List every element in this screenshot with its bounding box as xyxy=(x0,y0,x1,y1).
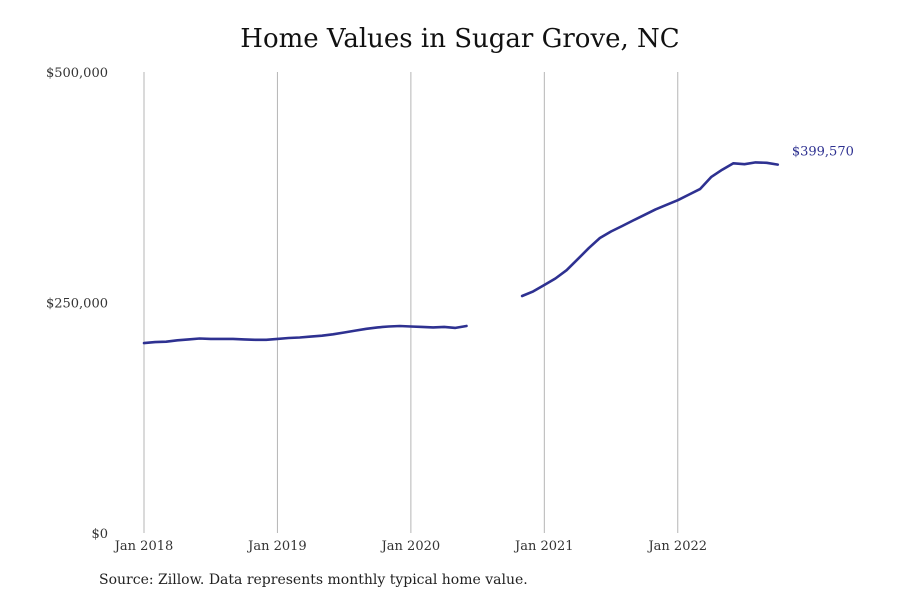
x-tick-label: Jan 2018 xyxy=(113,539,174,554)
gridlines xyxy=(143,72,679,533)
series-lines xyxy=(142,161,780,345)
data-labels: $399,570 xyxy=(792,145,854,160)
x-axis-ticks: Jan 2018 Jan 2019 Jan 2020 Jan 2021 Jan 2022 xyxy=(113,539,707,554)
x-tick-label: Jan 2020 xyxy=(380,539,441,554)
x-tick-label: Jan 2021 xyxy=(513,539,574,554)
x-tick-label: Jan 2022 xyxy=(646,539,707,554)
x-tick-label: Jan 2019 xyxy=(246,539,307,554)
y-tick-label: $250,000 xyxy=(46,297,108,312)
y-axis-ticks: $0 $250,000 $500,000 xyxy=(46,66,108,542)
series-line-segment xyxy=(142,324,468,345)
chart-title: Home Values in Sugar Grove, NC xyxy=(240,24,680,54)
source-note: Source: Zillow. Data represents monthly … xyxy=(99,572,528,588)
series-line-segment xyxy=(520,161,780,298)
y-tick-label: $0 xyxy=(91,527,108,542)
y-tick-label: $500,000 xyxy=(46,66,108,81)
end-value-label: $399,570 xyxy=(792,145,854,160)
